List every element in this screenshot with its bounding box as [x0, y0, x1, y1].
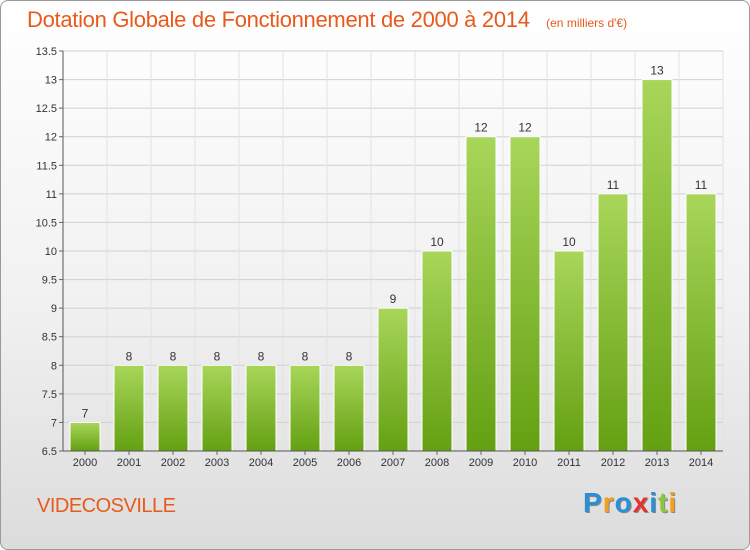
- y-tick-label: 10.5: [36, 217, 57, 229]
- bar-2009: [465, 136, 497, 452]
- bar-2002: [157, 364, 189, 452]
- y-tick-label: 11.5: [36, 160, 57, 172]
- proxiti-logo: Proxiti: [583, 487, 677, 519]
- data-label: 8: [126, 349, 133, 363]
- axes: [59, 50, 723, 455]
- data-label: 8: [258, 349, 265, 363]
- logo-letter: r: [602, 487, 615, 518]
- y-tick-label: 8.5: [42, 332, 57, 344]
- logo-letter: i: [649, 487, 659, 518]
- x-tick-label: 2010: [513, 457, 537, 469]
- x-tick-label: 2002: [161, 457, 185, 469]
- x-tick-label: 2014: [689, 457, 713, 469]
- x-tick-label: 2005: [293, 457, 317, 469]
- chart-subtitle: (en milliers d'€): [546, 16, 628, 30]
- data-label: 12: [518, 121, 532, 135]
- logo-letter: t: [658, 487, 669, 518]
- x-tick-label: 2011: [557, 457, 581, 469]
- y-tick-label: 6.5: [42, 446, 57, 458]
- bar-2005: [289, 364, 321, 452]
- data-label: 8: [170, 349, 177, 363]
- commune-name: VIDECOSVILLE: [37, 495, 176, 517]
- data-label: 9: [390, 292, 397, 306]
- data-label: 7: [82, 406, 89, 420]
- logo-letter: x: [632, 487, 650, 518]
- logo-letter: P: [583, 487, 603, 518]
- bar-2008: [421, 250, 453, 452]
- bar-2003: [201, 364, 233, 452]
- x-tick-label: 2004: [249, 457, 273, 469]
- data-label: 11: [695, 178, 708, 192]
- y-tick-label: 9.5: [42, 275, 57, 287]
- y-tick-label: 12.5: [36, 103, 57, 115]
- y-tick-label: 12: [45, 132, 57, 144]
- data-label: 8: [346, 349, 353, 363]
- x-tick-label: 2012: [601, 457, 625, 469]
- bar-2011: [553, 250, 585, 452]
- data-label: 13: [650, 64, 664, 78]
- data-label: 10: [562, 235, 576, 249]
- x-tick-label: 2013: [645, 457, 669, 469]
- x-tick-label: 2001: [117, 457, 141, 469]
- x-tick-label: 2009: [469, 457, 493, 469]
- chart-title: Dotation Globale de Fonctionnement de 20…: [27, 7, 530, 32]
- logo-letter: i: [668, 487, 678, 518]
- bar-2010: [509, 136, 541, 452]
- bar-2000: [69, 421, 101, 452]
- y-tick-label: 13: [45, 75, 57, 87]
- data-label: 8: [214, 349, 221, 363]
- bar-2007: [377, 307, 409, 452]
- title-row: Dotation Globale de Fonctionnement de 20…: [27, 7, 627, 33]
- bar-2012: [597, 193, 629, 452]
- y-tick-label: 13.5: [36, 46, 57, 58]
- y-tick-label: 11: [46, 189, 57, 201]
- labels: 6.5 7 7.5 8 8.5 9 9.5 10 10.5 11 11.5 12 12.5 13 13.5 7…: [36, 46, 714, 469]
- y-tick-label: 7: [51, 417, 57, 429]
- logo-letter: o: [614, 487, 633, 518]
- bar-2006: [333, 364, 365, 452]
- bar-2001: [113, 364, 145, 452]
- bars: [69, 79, 717, 452]
- y-tick-label: 9: [51, 303, 57, 315]
- data-label: 10: [430, 235, 444, 249]
- bar-2013: [641, 79, 673, 452]
- x-tick-label: 2003: [205, 457, 229, 469]
- x-tick-label: 2007: [381, 457, 405, 469]
- data-label: 12: [474, 121, 488, 135]
- data-label: 11: [607, 178, 620, 192]
- data-label: 8: [302, 349, 309, 363]
- y-tick-label: 8: [51, 360, 57, 372]
- y-tick-label: 7.5: [42, 389, 57, 401]
- bar-2004: [245, 364, 277, 452]
- x-tick-label: 2000: [73, 457, 97, 469]
- x-tick-label: 2006: [337, 457, 361, 469]
- x-tick-label: 2008: [425, 457, 449, 469]
- bar-2014: [685, 193, 717, 452]
- y-tick-label: 10: [45, 246, 57, 258]
